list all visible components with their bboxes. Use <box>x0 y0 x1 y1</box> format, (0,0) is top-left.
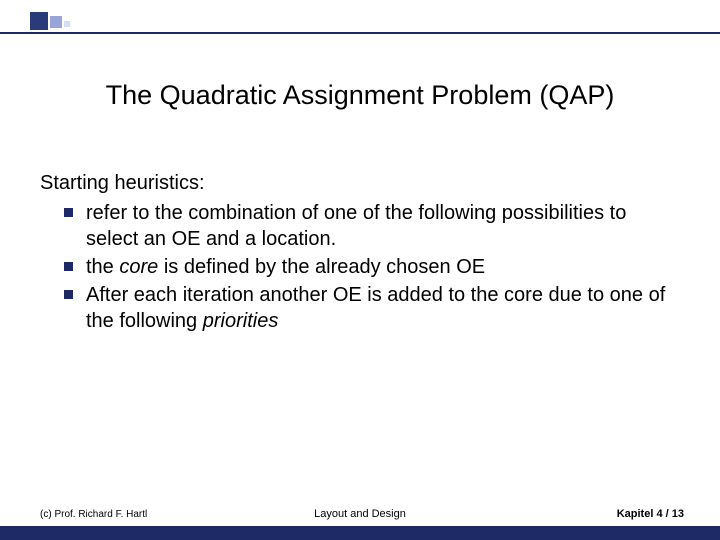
accent-square <box>30 12 48 30</box>
list-item: the core is defined by the already chose… <box>64 254 680 280</box>
list-item-text: the core is defined by the already chose… <box>86 256 485 278</box>
footer-bar <box>0 526 720 540</box>
bullet-list: refer to the combination of one of the f… <box>40 200 680 334</box>
header-line <box>0 32 720 34</box>
footer-center: Layout and Design <box>0 508 720 520</box>
bullet-icon <box>64 290 73 299</box>
bullet-icon <box>64 208 73 217</box>
footer-chapter: Kapitel 4 / <box>617 508 672 520</box>
accent-squares <box>30 12 70 30</box>
accent-square <box>50 16 62 28</box>
list-item-text: After each iteration another OE is added… <box>86 284 665 332</box>
footer: (c) Prof. Richard F. Hartl Layout and De… <box>0 502 720 540</box>
list-item: After each iteration another OE is added… <box>64 282 680 334</box>
slide: The Quadratic Assignment Problem (QAP) S… <box>0 0 720 540</box>
slide-title: The Quadratic Assignment Problem (QAP) <box>0 80 720 111</box>
intro-text: Starting heuristics: <box>40 170 680 196</box>
header-decor <box>0 0 720 42</box>
accent-square <box>64 21 70 27</box>
body-content: Starting heuristics: refer to the combin… <box>40 170 680 336</box>
footer-page: Kapitel 4 / 13 <box>617 508 684 520</box>
footer-pagenum: 13 <box>672 508 684 520</box>
bullet-icon <box>64 262 73 271</box>
list-item: refer to the combination of one of the f… <box>64 200 680 252</box>
list-item-text: refer to the combination of one of the f… <box>86 202 626 250</box>
